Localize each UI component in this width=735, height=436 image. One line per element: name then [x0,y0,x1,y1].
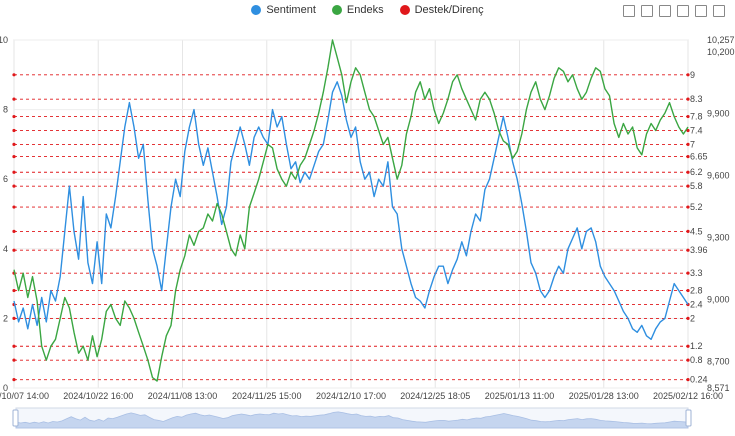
sr-marker-right [686,229,690,233]
sr-level-label: 1.2 [690,341,703,351]
zoom-slider-handle-right[interactable] [685,409,692,427]
sr-marker-left [12,358,16,362]
sr-marker-right [686,358,690,362]
legend: Sentiment Endeks Destek/Direnç [0,4,735,16]
sr-marker-right [686,73,690,77]
sr-marker-right [686,184,690,188]
x-tick-label: 2024/12/10 17:00 [316,391,386,401]
sr-level-label: 4.5 [690,226,703,236]
sr-marker-left [12,378,16,382]
sr-marker-right [686,271,690,275]
zoom-slider-handle-left[interactable] [12,409,19,427]
sr-marker-right [686,142,690,146]
sr-marker-left [12,114,16,119]
sr-marker-left [12,154,16,159]
sr-level-label: 0.8 [690,355,703,365]
legend-label-destek-direnc: Destek/Direnç [414,4,484,16]
zoom-slider-preview [15,411,689,429]
sr-marker-left [12,128,16,133]
y-right-tick-label: 9,300 [707,233,730,243]
x-tick-label: 2025/02/12 16:00 [653,391,723,401]
legend-label-endeks: Endeks [346,4,384,16]
x-tick-label: 2024/10/07 14:00 [0,391,49,401]
sr-marker-right [686,128,690,133]
restore-icon[interactable] [659,5,671,17]
sr-marker-left [12,205,16,209]
y-left-tick-label: 4 [3,244,8,254]
x-tick-label: 2024/12/25 18:05 [400,391,470,401]
sr-marker-left [12,97,16,101]
sr-marker-left [12,248,16,252]
sr-marker-right [686,205,690,209]
data-view-icon[interactable] [677,5,689,17]
sr-marker-right [686,316,690,320]
sr-marker-left [12,184,16,188]
zoom-icon[interactable] [623,5,635,17]
sr-level-label: 3.3 [690,268,703,278]
sr-level-label: 2.4 [690,299,703,309]
y-right-tick-label: 8,571 [707,383,730,393]
y-right-tick-label: 10,200 [707,47,735,57]
x-tick-label: 2024/10/22 16:00 [63,391,133,401]
sr-level-label: 6.65 [690,152,708,162]
sr-marker-left [12,142,16,146]
y-right-tick-label: 9,900 [707,109,730,119]
sr-level-label: 9 [690,70,695,80]
sr-level-label: 7.4 [690,125,703,135]
sr-marker-right [686,114,690,119]
x-tick-label: 2024/11/25 15:00 [232,391,301,401]
x-tick-label: 2025/01/28 13:00 [569,391,639,401]
series-line-endeks [13,39,689,382]
sr-marker-right [686,97,690,101]
sr-marker-left [12,288,16,293]
y-left-tick-label: 10 [0,35,8,45]
y-right-tick-label: 9,000 [707,294,730,304]
sr-marker-left [12,73,16,77]
sr-marker-right [686,378,690,382]
sr-marker-left [12,344,16,348]
sr-level-label: 6.2 [690,167,703,177]
sr-level-label: 7 [690,139,695,149]
y-right-tick-label: 9,600 [707,171,730,181]
sr-level-label: 5.8 [690,181,703,191]
sr-marker-left [12,170,16,174]
sr-level-label: 8.3 [690,94,703,104]
sr-marker-right [686,344,690,348]
legend-swatch-destek-direnc [399,5,410,15]
toolbox [623,5,725,17]
x-tick-label: 2025/01/13 11:00 [485,391,554,401]
legend-item-destek-direnc[interactable]: Destek/Direnç [399,4,484,16]
y-right-tick-label: 8,700 [707,356,730,366]
sr-marker-left [12,316,16,320]
sr-level-label: 5.2 [690,202,703,212]
sr-marker-right [686,248,690,252]
y-left-tick-label: 0 [3,383,8,393]
legend-label-sentiment: Sentiment [266,4,316,16]
legend-swatch-endeks [331,5,342,15]
y-right-tick-label: 10,257 [707,35,735,45]
legend-swatch-sentiment [251,5,262,15]
sr-marker-right [686,154,690,159]
y-left-tick-label: 2 [3,313,8,323]
x-tick-label: 2024/11/08 13:00 [148,391,217,401]
fullscreen-icon[interactable] [713,5,725,17]
sr-level-label: 0.24 [690,375,708,385]
sr-level-label: 3.96 [690,245,708,255]
legend-item-endeks[interactable]: Endeks [331,4,384,16]
sr-level-label: 2.8 [690,286,703,296]
save-image-icon[interactable] [695,5,707,17]
sr-marker-right [686,288,690,293]
sr-level-label: 7.8 [690,112,703,122]
sr-marker-right [686,170,690,174]
zoom-reset-icon[interactable] [641,5,653,17]
legend-item-sentiment[interactable]: Sentiment [251,4,316,16]
y-left-tick-label: 8 [3,105,8,115]
series-line-sentiment [13,81,689,340]
y-left-tick-label: 6 [3,174,8,184]
sr-level-label: 2 [690,313,695,323]
sr-marker-left [12,229,16,233]
